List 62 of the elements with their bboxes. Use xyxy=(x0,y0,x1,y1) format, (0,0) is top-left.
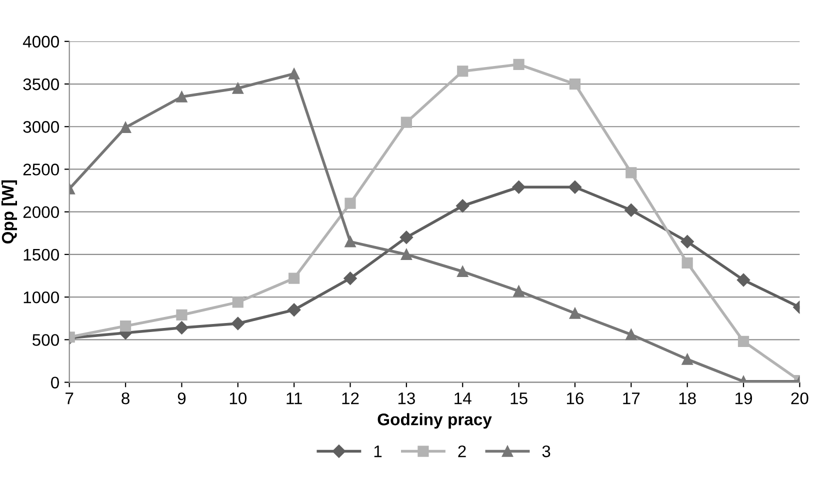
x-tick-label: 14 xyxy=(454,392,472,404)
y-tick-label: 500 xyxy=(32,334,59,346)
x-tick-label: 10 xyxy=(230,392,247,404)
y-tick-label: 2500 xyxy=(23,164,59,176)
point xyxy=(231,316,244,330)
point xyxy=(288,68,300,80)
point xyxy=(457,66,468,77)
x-tick-label: 13 xyxy=(398,392,415,404)
x-tick-label: 19 xyxy=(736,392,752,404)
point xyxy=(400,116,412,128)
x-tick-label: 18 xyxy=(679,392,696,404)
point xyxy=(682,257,693,269)
point xyxy=(624,204,638,217)
point xyxy=(569,308,581,319)
x-tick-label: 11 xyxy=(286,392,302,404)
point xyxy=(232,296,244,308)
point xyxy=(626,329,637,340)
y-tick-label: 0 xyxy=(51,376,59,388)
legend-label: 1 xyxy=(374,446,382,458)
point xyxy=(513,58,524,70)
point xyxy=(344,198,356,209)
x-tick-label: 20 xyxy=(791,392,808,404)
point xyxy=(120,122,132,134)
legend-label: 2 xyxy=(458,445,466,458)
point xyxy=(568,180,582,194)
y-tick-label: 3500 xyxy=(23,78,59,90)
point xyxy=(626,167,637,178)
y-axis-title: Qpp [W] xyxy=(1,180,18,244)
point xyxy=(680,235,694,248)
point xyxy=(456,199,470,212)
x-tick-label: 7 xyxy=(66,392,74,404)
point xyxy=(513,286,524,297)
y-tick-label: 1000 xyxy=(24,291,59,304)
point xyxy=(344,236,356,248)
point xyxy=(288,272,300,284)
point xyxy=(400,248,412,260)
y-tick-label: 2000 xyxy=(23,206,59,218)
point xyxy=(120,320,132,332)
legend-label: 3 xyxy=(542,445,550,458)
x-tick-label: 9 xyxy=(178,392,186,404)
point xyxy=(176,309,188,321)
point xyxy=(344,272,357,285)
point xyxy=(175,321,188,334)
point xyxy=(457,266,468,278)
point xyxy=(176,91,188,102)
point xyxy=(569,78,581,90)
x-tick-label: 16 xyxy=(566,392,584,404)
y-tick-label: 4000 xyxy=(22,36,59,48)
x-tick-label: 8 xyxy=(122,392,130,404)
x-tick-label: 15 xyxy=(510,392,528,404)
point xyxy=(232,82,244,94)
x-tick-label: 12 xyxy=(342,392,359,404)
y-tick-label: 1500 xyxy=(24,248,59,261)
x-axis-title: Godziny pracy xyxy=(378,413,492,429)
point xyxy=(736,273,750,287)
point xyxy=(512,180,526,194)
point xyxy=(738,336,750,347)
x-tick-label: 17 xyxy=(623,392,640,404)
point xyxy=(682,354,693,365)
point xyxy=(287,303,301,316)
y-tick-label: 3000 xyxy=(23,121,59,133)
point xyxy=(400,230,414,244)
